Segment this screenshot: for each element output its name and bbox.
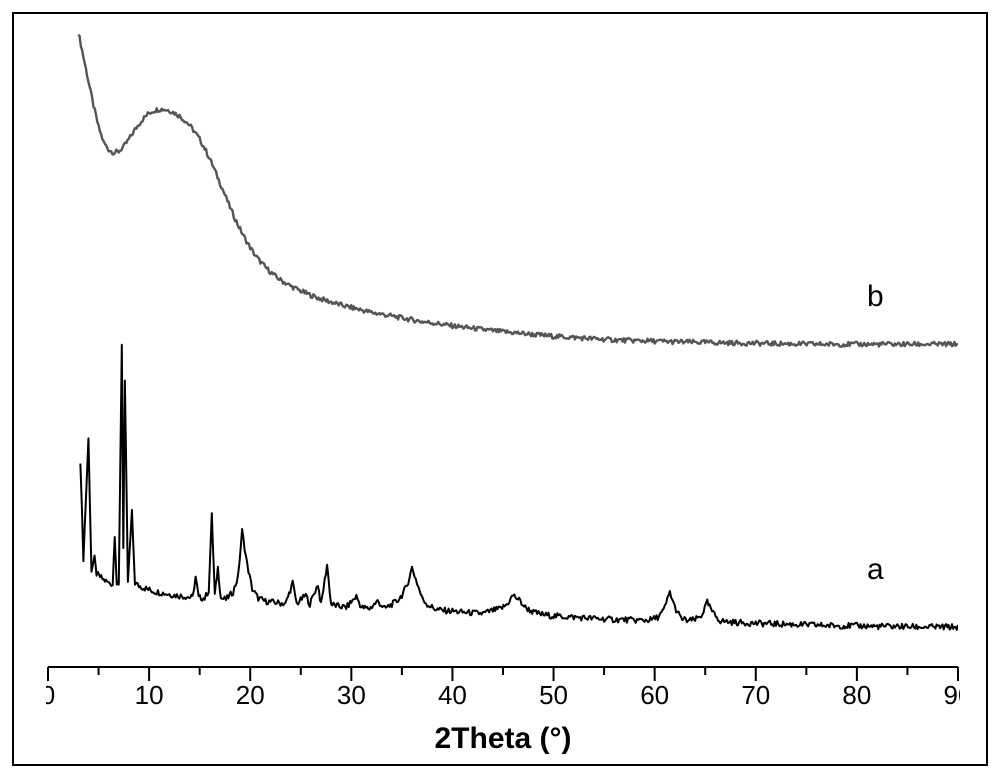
series-b-label: b	[867, 280, 884, 314]
xrd-chart: 0 10 20 30 40 50 60 70 80 90 2Theta (°) a b	[0, 0, 1000, 779]
x-tick-label: 10	[135, 680, 164, 710]
x-tick-label: 50	[539, 680, 568, 710]
x-tick-label: 20	[236, 680, 265, 710]
x-tick-label: 70	[741, 680, 770, 710]
plot-area	[48, 26, 958, 638]
x-axis: 0 10 20 30 40 50 60 70 80 90	[46, 666, 960, 726]
x-tick-label: 40	[438, 680, 467, 710]
series-a	[80, 345, 958, 630]
x-axis-label: 2Theta (°)	[48, 722, 958, 756]
series-b	[78, 35, 958, 347]
x-tick-label: 60	[640, 680, 669, 710]
x-tick-label: 30	[337, 680, 366, 710]
x-tick-label: 80	[842, 680, 871, 710]
x-tick-label: 0	[46, 680, 55, 710]
series-a-label: a	[867, 553, 884, 587]
x-tick-label: 90	[944, 680, 960, 710]
